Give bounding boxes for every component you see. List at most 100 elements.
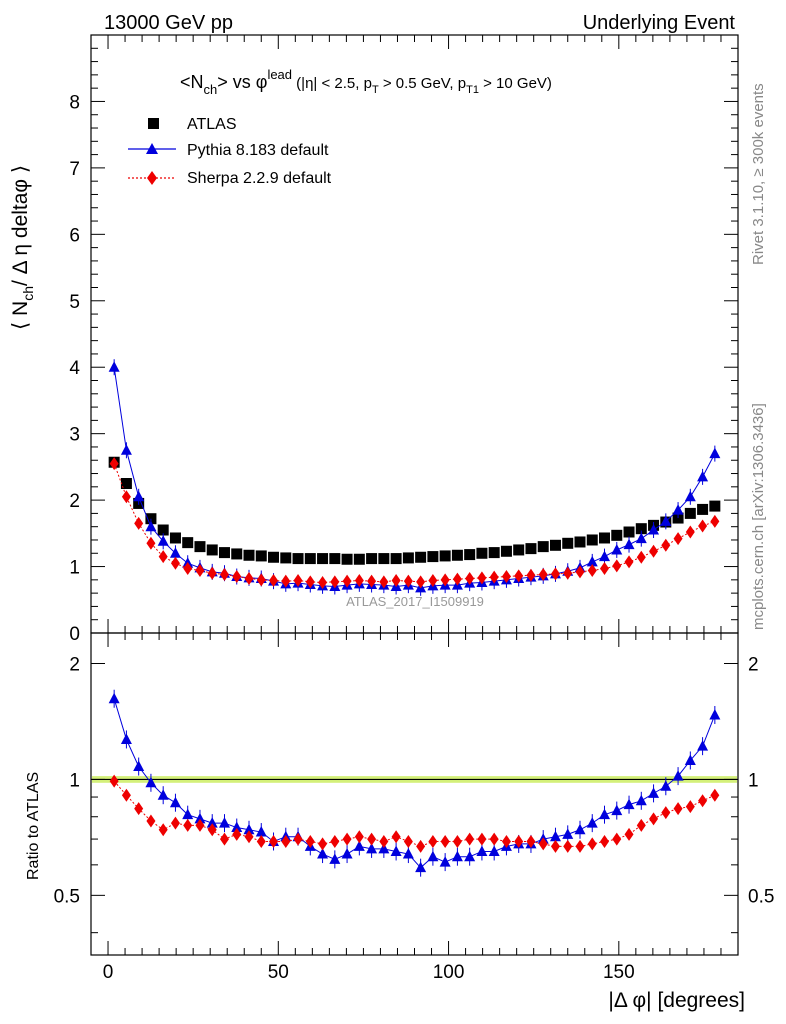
pythia-point — [145, 520, 157, 532]
sherpa-point — [649, 544, 659, 558]
sherpa-point — [526, 568, 536, 582]
title-part-2: > vs φ — [217, 72, 267, 92]
pythia-ratio-point — [169, 796, 181, 808]
y-tick-label: 6 — [69, 225, 80, 246]
sherpa-point — [207, 566, 217, 580]
pythia-ratio-point — [194, 812, 206, 824]
sherpa-point — [501, 570, 511, 584]
sherpa-ratio-point — [256, 834, 266, 848]
atlas-point — [255, 550, 267, 562]
sherpa-point — [600, 562, 610, 576]
sherpa-ratio-point — [158, 823, 168, 837]
atlas-point — [537, 541, 549, 553]
sherpa-ratio-point — [121, 788, 131, 802]
pythia-ratio-line — [113, 698, 716, 869]
atlas-point — [611, 529, 623, 541]
y-tick-label: 2 — [69, 491, 80, 512]
sherpa-ratio-point — [428, 834, 438, 848]
top-series — [108, 359, 721, 596]
pythia-point — [120, 444, 132, 455]
sherpa-point — [636, 550, 646, 564]
atlas-point — [684, 507, 696, 519]
sherpa-ratio-point — [636, 818, 646, 832]
pythia-ratio-point — [378, 842, 390, 854]
atlas-point — [280, 552, 292, 564]
ratio-uncertainty-band — [91, 776, 738, 783]
atlas-point — [439, 550, 451, 562]
atlas-point — [402, 552, 414, 564]
sherpa-ratio-point — [183, 818, 193, 832]
pythia-ratio-point — [329, 853, 341, 864]
top-axes: 0 1 2 3 4 5 6 7 8 — [69, 35, 739, 645]
sherpa-point — [710, 514, 720, 528]
title-sub-ch: ch — [204, 82, 218, 97]
sherpa-point — [244, 572, 254, 586]
atlas-point — [169, 532, 181, 544]
sherpa-point — [158, 550, 168, 564]
sherpa-ratio-point — [342, 832, 352, 846]
sherpa-ratio-point — [281, 834, 291, 848]
sherpa-point — [685, 525, 695, 539]
legend-label-sherpa: Sherpa 2.2.9 default — [187, 170, 332, 187]
sherpa-line — [113, 463, 716, 584]
sherpa-ratio-point — [514, 834, 524, 848]
header-right: Underlying Event — [583, 12, 736, 34]
atlas-point — [366, 553, 378, 565]
sherpa-ratio-point — [440, 834, 450, 848]
sherpa-ratio-point — [538, 837, 548, 851]
sherpa-point — [318, 576, 328, 590]
pythia-ratio-point — [488, 845, 500, 856]
pythia-ratio-point — [366, 842, 378, 854]
atlas-point — [549, 539, 561, 551]
atlas-point — [218, 547, 230, 559]
pythia-ratio-point — [218, 817, 230, 828]
sherpa-point — [587, 564, 597, 578]
sherpa-point — [367, 574, 377, 588]
pythia-point — [672, 504, 684, 515]
sherpa-ratio-point — [587, 837, 597, 851]
sherpa-point — [379, 575, 389, 589]
sherpa-point — [403, 574, 413, 588]
pythia-ratio-point — [635, 794, 647, 806]
pythia-point — [133, 490, 145, 502]
atlas-point — [500, 545, 512, 557]
sherpa-point — [538, 568, 548, 582]
sherpa-ratio-point — [318, 837, 328, 851]
sherpa-ratio-point — [244, 830, 254, 844]
atlas-point — [427, 551, 439, 563]
pythia-point — [697, 470, 709, 482]
sherpa-point — [330, 575, 340, 589]
x-tick-label: 100 — [433, 962, 465, 983]
sherpa-ratio-point — [563, 839, 573, 853]
pythia-point — [635, 532, 647, 544]
sherpa-ratio-point — [367, 832, 377, 846]
sherpa-point — [452, 572, 462, 586]
title-sub-t: T — [372, 84, 379, 96]
sherpa-point — [563, 566, 573, 580]
sherpa-ratio-point — [624, 827, 634, 841]
sherpa-point — [269, 574, 279, 588]
y-tick-label: 7 — [69, 159, 80, 180]
pythia-ratio-point — [684, 754, 696, 765]
atlas-point — [599, 532, 611, 544]
pythia-ratio-point — [427, 850, 439, 862]
legend-label-atlas: ATLAS — [187, 116, 237, 133]
legend: ATLAS Pythia 8.183 default Sherpa 2.2.9 … — [128, 116, 332, 187]
atlas-point — [451, 549, 463, 561]
title-sub-t1: T1 — [466, 84, 479, 96]
y-axis-label-bottom: Ratio to ATLAS — [25, 772, 42, 880]
pythia-ratio-point — [182, 808, 194, 820]
pythia-line — [113, 367, 716, 589]
sherpa-ratio-point — [195, 818, 205, 832]
ratio-y-tick-label-right: 0.5 — [748, 886, 774, 907]
pythia-point — [623, 538, 635, 550]
pythia-ratio-point — [108, 692, 120, 704]
pythia-point — [599, 550, 611, 562]
sherpa-ratio-point — [146, 814, 156, 828]
pythia-ratio-point — [341, 848, 353, 859]
pythia-ratio-point — [574, 823, 586, 835]
pythia-point — [169, 547, 181, 558]
sherpa-ratio-point — [416, 839, 426, 853]
sherpa-point — [305, 575, 315, 589]
atlas-point — [194, 541, 206, 553]
